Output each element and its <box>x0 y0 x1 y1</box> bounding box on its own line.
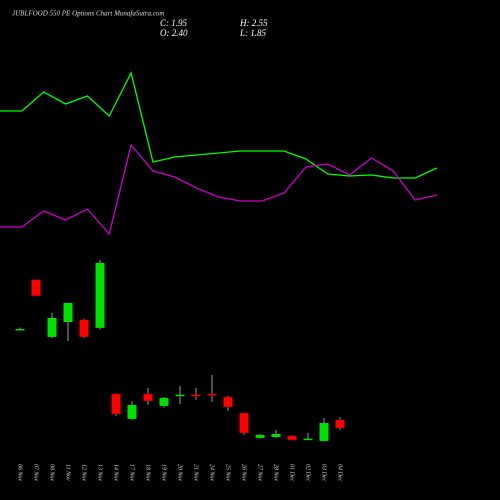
x-tick-label: 21 Nov <box>193 464 199 482</box>
x-tick-label: 12 Nov <box>81 464 87 482</box>
candle-body <box>287 435 297 441</box>
candle-body <box>79 319 89 338</box>
candle-body <box>159 397 169 406</box>
candle-body <box>31 279 41 297</box>
chart-title: JUBLFOOD 550 PE Options Chart MunafaSutr… <box>12 10 164 18</box>
candle-body <box>95 262 105 328</box>
x-tick-label: 28 Nov <box>273 464 279 482</box>
candle-body <box>127 405 137 419</box>
x-tick-label: 11 Nov <box>65 464 71 481</box>
x-tick-label: 02 Dec <box>305 464 311 481</box>
indicator-line <box>0 71 438 179</box>
x-tick-label: 19 Nov <box>161 464 167 482</box>
ohlc-close: C: 1.95 <box>160 18 188 28</box>
candle-body <box>271 434 281 438</box>
x-tick-label: 24 Nov <box>209 464 216 482</box>
x-tick-label: 06 Nov <box>17 464 23 482</box>
x-tick-label: 04 Dec <box>337 464 344 481</box>
x-tick-label: 01 Dec <box>289 464 295 481</box>
candle-body <box>111 393 121 415</box>
x-tick-label: 08 Nov <box>49 464 55 482</box>
candle-body <box>255 434 265 438</box>
candle-body <box>319 422 329 441</box>
candle-body <box>63 302 73 322</box>
x-tick-label: 13 Nov <box>97 464 103 482</box>
candle-body <box>223 396 233 408</box>
x-tick-label: 26 Nov <box>241 464 247 482</box>
ohlc-high: H: 2.55 <box>239 18 268 28</box>
candle-body <box>303 438 313 441</box>
candle-body <box>15 328 25 331</box>
candle-body <box>175 394 185 397</box>
x-tick-label: 17 Nov <box>129 464 135 482</box>
candle-body <box>143 393 153 402</box>
candle-body <box>335 419 345 429</box>
ohlc-low: L: 1.85 <box>239 28 267 38</box>
indicator-line <box>0 143 438 236</box>
x-tick-label: 03 Dec <box>321 464 327 481</box>
ohlc-open: O: 2.40 <box>160 28 188 38</box>
x-tick-label: 07 Nov <box>33 464 39 482</box>
candle-body <box>239 412 249 434</box>
candle-body <box>47 317 57 337</box>
x-tick-label: 20 Nov <box>177 464 183 482</box>
x-tick-label: 14 Nov <box>113 464 120 482</box>
candle-body <box>191 394 201 397</box>
candle-body <box>207 393 217 396</box>
x-tick-label: 27 Nov <box>257 464 263 482</box>
x-tick-label: 18 Nov <box>145 464 151 482</box>
x-tick-label: 25 Nov <box>225 464 231 482</box>
